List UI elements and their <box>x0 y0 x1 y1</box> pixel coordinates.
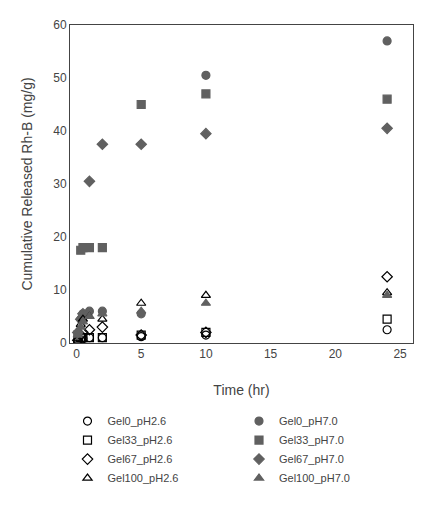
svg-text:20: 20 <box>53 230 67 244</box>
svg-text:Gel0_pH7.0: Gel0_pH7.0 <box>279 415 338 427</box>
svg-text:30: 30 <box>53 177 67 191</box>
svg-text:Cumulative Released Rh-B (mg/g: Cumulative Released Rh-B (mg/g) <box>19 77 35 290</box>
svg-text:5: 5 <box>138 347 145 361</box>
svg-text:10: 10 <box>199 347 213 361</box>
svg-text:40: 40 <box>53 124 67 138</box>
svg-text:Gel67_pH2.6: Gel67_pH2.6 <box>108 453 173 465</box>
svg-text:10: 10 <box>53 283 67 297</box>
svg-text:Gel33_pH2.6: Gel33_pH2.6 <box>108 434 173 446</box>
svg-text:Gel67_pH7.0: Gel67_pH7.0 <box>279 453 344 465</box>
svg-text:60: 60 <box>53 18 67 32</box>
svg-text:Gel100_pH2.6: Gel100_pH2.6 <box>108 472 179 484</box>
svg-text:25: 25 <box>393 347 407 361</box>
svg-text:20: 20 <box>329 347 343 361</box>
svg-text:Gel33_pH7.0: Gel33_pH7.0 <box>279 434 344 446</box>
svg-text:50: 50 <box>53 71 67 85</box>
svg-text:Time (hr): Time (hr) <box>213 382 269 398</box>
svg-text:Gel0_pH2.6: Gel0_pH2.6 <box>108 415 167 427</box>
svg-text:15: 15 <box>264 347 278 361</box>
svg-text:0: 0 <box>73 347 80 361</box>
svg-text:Gel100_pH7.0: Gel100_pH7.0 <box>279 472 350 484</box>
svg-text:0: 0 <box>60 336 67 350</box>
